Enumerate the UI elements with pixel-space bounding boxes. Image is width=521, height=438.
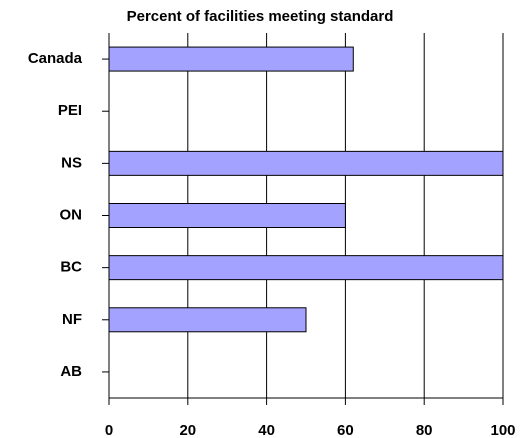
bar	[108, 307, 307, 333]
y-tick-label: Canada	[28, 50, 83, 67]
y-tick-label: PEI	[58, 102, 82, 119]
x-tick-label: 60	[337, 422, 354, 438]
bar	[108, 255, 504, 281]
x-tick-label: 40	[258, 422, 275, 438]
y-tick-label: AB	[60, 363, 82, 380]
x-tick-label: 80	[416, 422, 433, 438]
y-tick-label: BC	[60, 259, 82, 276]
x-tick-label: 20	[179, 422, 196, 438]
bar	[108, 46, 354, 72]
chart-title: Percent of facilities meeting standard	[127, 8, 394, 25]
y-tick-label: NF	[62, 311, 82, 328]
y-tick-label: NS	[61, 154, 82, 171]
bar	[108, 150, 504, 176]
x-tick-label: 100	[490, 422, 515, 438]
bar	[108, 203, 346, 228]
y-tick-label: ON	[60, 206, 83, 223]
x-tick-label: 0	[105, 422, 113, 438]
